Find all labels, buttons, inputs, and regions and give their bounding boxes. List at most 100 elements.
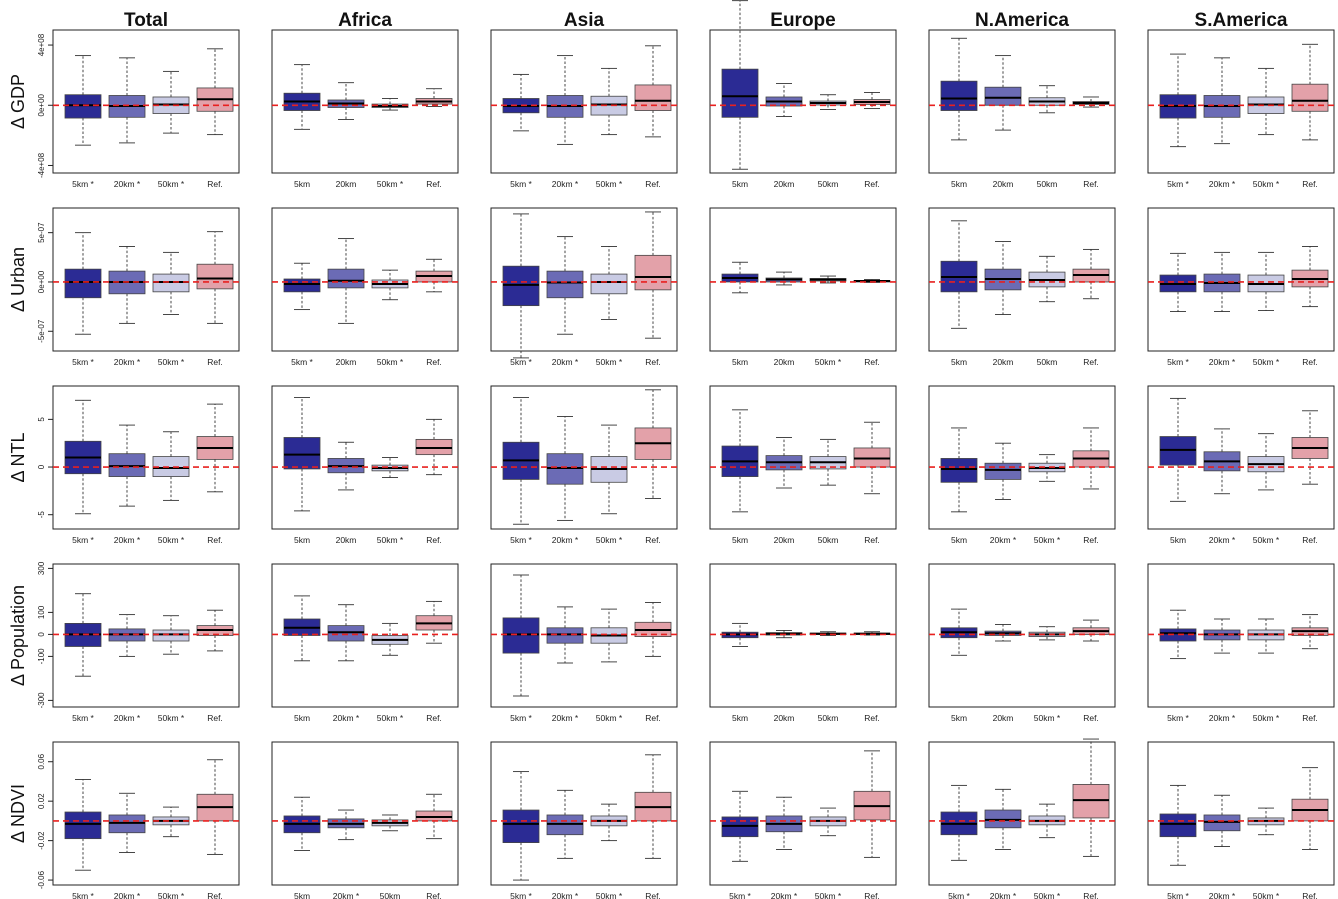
box-Ref <box>1072 248 1110 300</box>
x-category-label: 50km * <box>815 357 842 367</box>
x-category-label: Ref. <box>1302 179 1318 189</box>
box-5km <box>283 64 321 130</box>
x-category-label: 20km <box>993 357 1014 367</box>
x-category-label: 20km * <box>333 891 360 899</box>
x-category-label: 5km * <box>510 891 532 899</box>
panel-frame <box>490 29 678 174</box>
panel: 5km 20km 50km * Ref. <box>271 29 459 189</box>
box-20km <box>765 271 803 286</box>
x-category-label: Ref. <box>1302 713 1318 723</box>
box-20km <box>546 416 584 521</box>
box-20km <box>1203 251 1241 313</box>
panel-frame <box>928 29 1116 174</box>
panel: -0.06 -0.02 0.02 0.06 5km * 20km * 50km * Ref. <box>37 741 240 899</box>
box-20km <box>108 57 146 144</box>
y-tick-label: 0e+00 <box>37 93 46 116</box>
column-title: N.America <box>975 10 1069 31</box>
box-Ref <box>1291 614 1329 650</box>
box-Ref <box>196 609 234 652</box>
box-Ref <box>196 759 234 855</box>
panel-frame <box>271 385 459 530</box>
box-Ref <box>634 211 672 339</box>
panel-frame <box>709 29 897 174</box>
y-tick-label: -4e+08 <box>37 152 46 178</box>
x-category-label: Ref. <box>864 713 880 723</box>
x-category-label: 5km <box>951 713 967 723</box>
box-50km <box>1247 67 1285 136</box>
y-tick-label: 4e+08 <box>37 33 46 56</box>
box-50km <box>1028 255 1066 303</box>
x-category-label: 50km * <box>596 535 623 545</box>
x-category-label: 5km * <box>72 357 94 367</box>
panel: 5km * 20km * 50km * Ref. <box>490 563 678 723</box>
panel-frame <box>1147 207 1335 352</box>
x-category-label: 5km * <box>948 891 970 899</box>
x-category-label: 50km * <box>377 357 404 367</box>
x-category-label: Ref. <box>864 357 880 367</box>
x-category-label: 20km * <box>114 357 141 367</box>
x-category-label: 50km * <box>1034 891 1061 899</box>
box-20km <box>546 789 584 859</box>
x-category-label: 20km <box>993 179 1014 189</box>
x-category-label: 20km * <box>552 179 579 189</box>
x-category-label: Ref. <box>1302 535 1318 545</box>
panel-frame <box>1147 563 1335 708</box>
x-category-label: 20km <box>336 535 357 545</box>
x-category-label: 5km * <box>1167 713 1189 723</box>
x-category-label: 20km * <box>1209 179 1236 189</box>
x-category-label: 50km * <box>377 179 404 189</box>
x-category-label: 20km * <box>1209 535 1236 545</box>
x-category-label: 20km <box>774 357 795 367</box>
x-category-label: Ref. <box>645 535 661 545</box>
y-tick-label: 0e+00 <box>37 270 46 293</box>
panel-frame <box>52 563 240 708</box>
y-tick-label: -300 <box>37 692 46 709</box>
panel: 5km * 20km 50km * Ref. <box>271 207 459 367</box>
panel: 5km * 20km * 50km * Ref. <box>490 207 678 367</box>
x-category-label: 50km <box>818 535 839 545</box>
row-label: Δ Population <box>8 585 28 686</box>
panel-frame <box>928 741 1116 886</box>
y-tick-label: -0.02 <box>37 831 46 850</box>
box-50km <box>1028 626 1066 641</box>
box-20km <box>327 441 365 491</box>
panel-frame <box>709 741 897 886</box>
panel: 5km 20km 50km * Ref. <box>928 563 1116 723</box>
panel: 5km * 20km * 50km * Ref. <box>1147 207 1335 367</box>
panel-frame <box>709 207 897 352</box>
x-category-label: 5km * <box>510 713 532 723</box>
x-category-label: 20km * <box>114 891 141 899</box>
box-5km <box>502 771 540 881</box>
row-label: Δ NDVI <box>8 784 28 843</box>
panel: 5km 20km 50km Ref. <box>709 385 897 545</box>
row-label: Δ Urban <box>8 247 28 312</box>
x-category-label: 50km * <box>1034 713 1061 723</box>
x-category-label: 20km * <box>114 713 141 723</box>
box-50km <box>809 438 847 486</box>
panel: 5km 20km 50km Ref. <box>928 29 1116 189</box>
y-tick-label: 0 <box>37 464 46 469</box>
box-Ref <box>415 88 453 107</box>
x-category-label: 50km * <box>596 357 623 367</box>
x-category-label: Ref. <box>426 891 442 899</box>
iqr-box <box>1159 813 1197 838</box>
box-5km <box>721 261 759 294</box>
box-5km <box>64 232 102 335</box>
box-50km <box>152 70 190 134</box>
box-50km <box>371 269 409 301</box>
column-title: Europe <box>770 10 835 31</box>
y-tick-label: 5e-07 <box>37 222 46 243</box>
x-category-label: 5km <box>732 713 748 723</box>
x-category-label: 20km <box>774 179 795 189</box>
box-Ref <box>853 750 891 858</box>
x-category-label: 5km <box>294 179 310 189</box>
x-category-label: 50km * <box>596 891 623 899</box>
panel: 5km * 20km * 50km * Ref. <box>709 741 897 899</box>
panel: 5km 20km 50km Ref. <box>709 0 897 189</box>
box-20km <box>984 241 1022 315</box>
iqr-box <box>984 462 1022 480</box>
panel: 5km 20km * 50km * Ref. <box>1147 385 1335 545</box>
box-5km <box>940 784 978 861</box>
x-category-label: 5km * <box>1167 357 1189 367</box>
panel: -5 0 5 5km * 20km * 50km * Ref. <box>37 385 240 545</box>
